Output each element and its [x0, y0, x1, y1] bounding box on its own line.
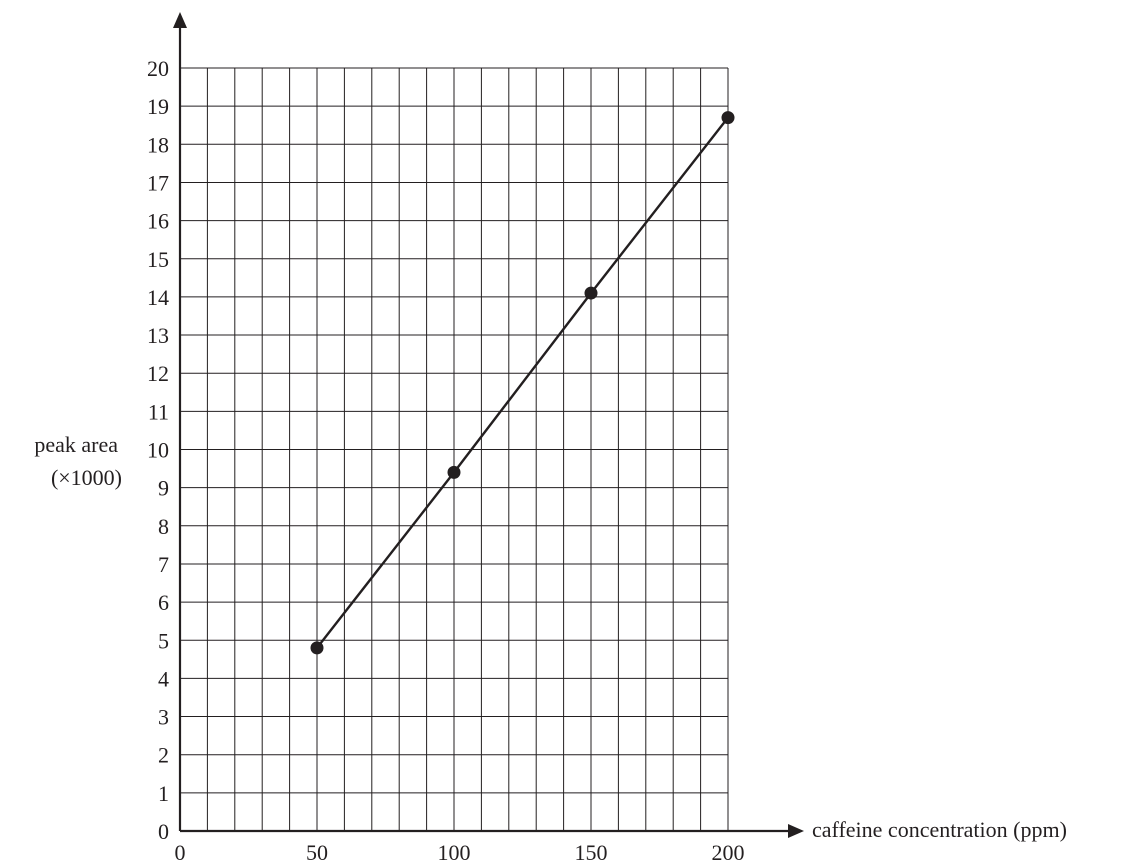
- y-axis-label-line-2: (×1000): [51, 465, 122, 490]
- y-tick-label: 20: [147, 56, 169, 81]
- data-point: [584, 286, 598, 300]
- y-tick-label: 5: [158, 628, 169, 653]
- x-tick-label: 200: [712, 840, 745, 864]
- x-tick-label: 150: [575, 840, 608, 864]
- data-series: [310, 111, 735, 655]
- x-tick-label: 50: [306, 840, 328, 864]
- x-axis-arrow-icon: [788, 824, 804, 838]
- y-tick-label: 14: [147, 285, 169, 310]
- y-tick-label: 2: [158, 743, 169, 768]
- x-axis-label: caffeine concentration (ppm): [812, 817, 1067, 842]
- y-tick-label: 3: [158, 705, 169, 730]
- y-tick-label: 9: [158, 476, 169, 501]
- y-axis-label-line-1: peak area: [34, 432, 118, 457]
- y-tick-label: 7: [158, 552, 169, 577]
- y-tick-label: 1: [158, 781, 169, 806]
- data-point: [447, 465, 461, 479]
- y-tick-label: 15: [147, 247, 169, 272]
- y-tick-label: 16: [147, 209, 169, 234]
- y-tick-label: 10: [147, 438, 169, 463]
- data-point: [721, 111, 735, 125]
- y-tick-label: 19: [147, 94, 169, 119]
- y-tick-label: 4: [158, 666, 169, 691]
- y-tick-label: 0: [158, 819, 169, 844]
- grid: [180, 67, 729, 831]
- y-tick-label: 18: [147, 132, 169, 157]
- y-tick-label: 11: [148, 399, 169, 424]
- x-tick-label: 100: [438, 840, 471, 864]
- y-axis-arrow-icon: [173, 12, 187, 28]
- y-tick-label: 12: [147, 361, 169, 386]
- y-tick-label: 6: [158, 590, 169, 615]
- y-tick-label: 17: [147, 170, 169, 195]
- axes: [173, 12, 804, 838]
- data-point: [310, 641, 324, 655]
- y-tick-label: 8: [158, 514, 169, 539]
- series-line: [316, 116, 729, 649]
- y-tick-label: 13: [147, 323, 169, 348]
- x-tick-label: 0: [175, 840, 186, 864]
- tick-labels: 0 50 100 150 2000123456789101112131415161718…: [147, 56, 745, 864]
